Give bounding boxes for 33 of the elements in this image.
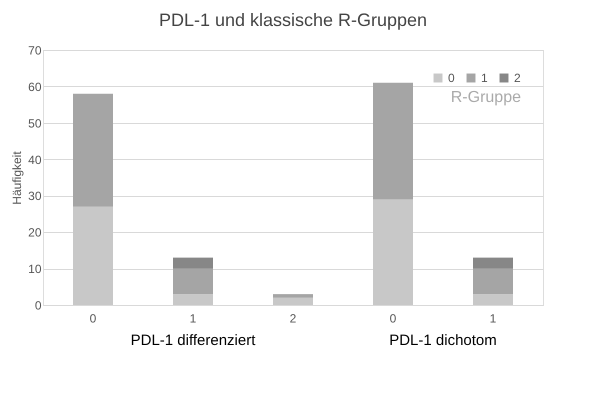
y-tick-label: 40	[28, 152, 42, 167]
bar	[373, 199, 413, 305]
legend-label: 1	[481, 71, 488, 85]
text: PDL-1 differenziert	[130, 332, 256, 349]
bar	[473, 294, 513, 305]
legend-title: R-Gruppe	[450, 89, 522, 106]
x-tick-label: 1	[490, 312, 497, 326]
bar	[173, 268, 213, 294]
bar	[273, 298, 313, 305]
bar	[273, 294, 313, 298]
y-tick-label: 10	[28, 262, 42, 276]
y-axis-title: Häufigkeit	[10, 150, 24, 205]
y-tick-label: 70	[28, 44, 42, 58]
text: PDL-1 dichotom	[389, 332, 497, 349]
bar	[73, 94, 113, 207]
y-tick-label: 50	[28, 116, 42, 130]
y-tick-label: 0	[34, 298, 42, 312]
x-tick-label: 1	[190, 312, 197, 326]
legend-label: 2	[514, 71, 521, 85]
bar	[73, 206, 113, 305]
x-tick-label: 0	[90, 312, 97, 326]
bar	[173, 258, 213, 269]
x-tick-label: 2	[290, 312, 297, 326]
bar	[173, 294, 213, 305]
bar	[473, 268, 513, 294]
y-tick-label: 20	[28, 226, 42, 240]
chart-title: PDL-1 und klassische R-Gruppen	[158, 10, 428, 30]
y-tick-label: 60	[28, 80, 42, 94]
y-tick-label: 30	[28, 189, 42, 204]
bar	[373, 82, 413, 200]
legend-label: 0	[448, 71, 455, 85]
bar	[473, 258, 513, 269]
x-tick-label: 0	[390, 312, 397, 326]
